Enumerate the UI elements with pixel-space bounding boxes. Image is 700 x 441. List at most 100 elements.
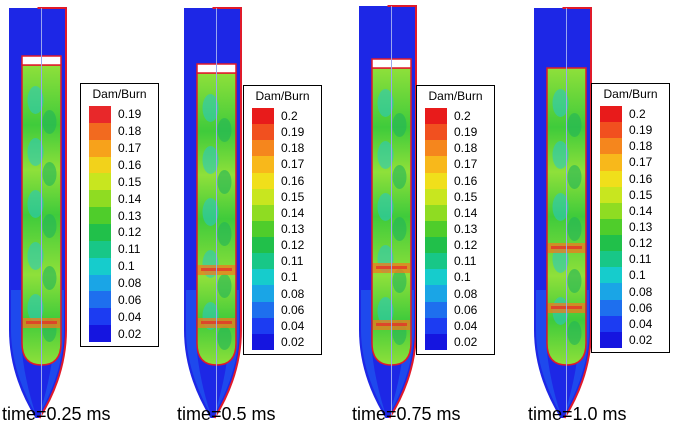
legend-swatch <box>425 188 447 205</box>
legend-swatch <box>600 251 622 268</box>
legend-value: 0.04 <box>629 316 653 331</box>
legend-value: 0.14 <box>454 205 478 220</box>
legend-swatch <box>252 188 274 205</box>
projectile-contour-2 <box>184 7 242 419</box>
legend-value: 0.18 <box>454 141 478 156</box>
legend-value: 0.14 <box>118 191 142 206</box>
legend-swatch <box>600 186 622 203</box>
legend-swatch <box>89 274 111 292</box>
projectile-contour-1 <box>9 7 67 419</box>
legend-value: 0.08 <box>454 286 478 301</box>
legend-value: 0.04 <box>281 318 305 333</box>
legend-value: 0.08 <box>281 286 305 301</box>
legend-swatch <box>252 204 274 221</box>
legend-value: 0.2 <box>454 109 471 124</box>
legend-swatch <box>425 156 447 173</box>
legend-swatch <box>252 156 274 173</box>
legend-swatch <box>600 138 622 155</box>
legend-value: 0.02 <box>281 334 305 349</box>
legend-swatch <box>600 218 622 236</box>
legend-value: 0.06 <box>454 302 478 317</box>
legend-value: 0.15 <box>281 189 305 204</box>
legend-swatch <box>89 224 111 241</box>
legend-swatch <box>252 124 274 141</box>
legend-swatch <box>425 124 447 141</box>
legend-4: Dam/Burn 0.2 0.19 0.18 0.17 0.16 0.15 0.14 0.13 0… <box>591 83 670 353</box>
legend-value: 0.13 <box>281 221 305 236</box>
legend-swatch <box>600 106 622 123</box>
legend-swatch <box>600 267 622 284</box>
legend-swatch <box>89 207 111 224</box>
legend-value: 0.16 <box>281 173 305 188</box>
legend-swatch <box>252 108 274 125</box>
legend-value: 0.16 <box>454 173 478 188</box>
legend-swatch <box>252 172 274 189</box>
legend-swatch <box>252 237 274 254</box>
legend-swatch <box>89 122 111 140</box>
legend-swatch <box>600 283 622 300</box>
legend-value: 0.12 <box>454 238 478 253</box>
legend-swatch <box>89 106 111 123</box>
legend-value: 0.19 <box>454 125 478 140</box>
legend-value: 0.14 <box>629 203 653 218</box>
time-label: time=1.0 ms <box>528 404 627 424</box>
legend-value: 0.02 <box>454 334 478 349</box>
legend-value: 0.15 <box>454 189 478 204</box>
legend-value: 0.06 <box>281 302 305 317</box>
legend-swatch <box>252 253 274 270</box>
legend-value: 0.15 <box>118 174 142 189</box>
legend-swatch <box>89 190 111 208</box>
legend-value: 0.04 <box>454 318 478 333</box>
legend-swatch <box>600 235 622 252</box>
legend-swatch <box>89 156 111 174</box>
legend-value: 0.2 <box>629 107 646 122</box>
legend-value: 0.11 <box>281 254 304 269</box>
legend-value: 0.18 <box>281 141 305 156</box>
legend-swatch <box>252 333 274 350</box>
legend-swatch <box>89 139 111 157</box>
legend-value: 0.13 <box>454 221 478 236</box>
legend-swatch <box>425 172 447 189</box>
panel-3: Dam/Burn 0.2 0.19 0.18 0.17 0.16 0.15 0.14 0.13 0… <box>350 0 525 441</box>
legend-value: 0.17 <box>454 157 478 172</box>
legend-swatch <box>425 285 447 302</box>
legend-swatch <box>425 269 447 286</box>
legend-swatch <box>425 317 447 334</box>
legend-swatch <box>600 170 622 187</box>
legend-value: 0.19 <box>118 107 142 122</box>
legend-swatch <box>89 325 111 342</box>
legend-swatch <box>425 333 447 350</box>
legend-value: 0.16 <box>629 171 653 186</box>
legend-value: 0.18 <box>118 124 142 139</box>
projectile-contour-3 <box>359 5 417 419</box>
time-label: time=0.25 ms <box>2 404 111 424</box>
legend-value: 0.08 <box>629 284 653 299</box>
legend-title: Dam/Burn <box>92 87 147 101</box>
legend-swatch <box>600 122 622 139</box>
legend-title: Dam/Burn <box>255 89 310 103</box>
legend-swatch <box>89 291 111 309</box>
legend-swatch <box>252 220 274 238</box>
legend-swatch <box>425 204 447 221</box>
legend-value: 0.13 <box>118 208 142 223</box>
legend-value: 0.08 <box>118 275 142 290</box>
legend-swatch <box>252 317 274 334</box>
legend-value: 0.16 <box>118 157 142 172</box>
legend-value: 0.02 <box>118 326 142 341</box>
legend-swatch <box>252 269 274 286</box>
panel-4: Dam/Burn 0.2 0.19 0.18 0.17 0.16 0.15 0.14 0.13 0… <box>525 0 700 441</box>
legend-swatch <box>252 285 274 302</box>
legend-value: 0.06 <box>629 300 653 315</box>
legend-swatch <box>600 202 622 219</box>
legend-swatch <box>252 140 274 157</box>
legend-swatch <box>600 154 622 171</box>
legend-value: 0.14 <box>281 205 305 220</box>
legend-1: Dam/Burn 0.19 0.18 0.17 0.16 0.15 0.14 0.13 0.12… <box>80 83 159 347</box>
legend-title: Dam/Burn <box>428 89 483 103</box>
legend-value: 0.19 <box>629 123 653 138</box>
legend-swatch <box>89 240 111 258</box>
legend-value: 0.1 <box>454 270 471 285</box>
legend-value: 0.2 <box>281 109 298 124</box>
legend-2: Dam/Burn 0.2 0.19 0.18 0.17 0.16 0.15 0.14 0.13 0… <box>243 85 322 355</box>
legend-value: 0.17 <box>281 157 305 172</box>
